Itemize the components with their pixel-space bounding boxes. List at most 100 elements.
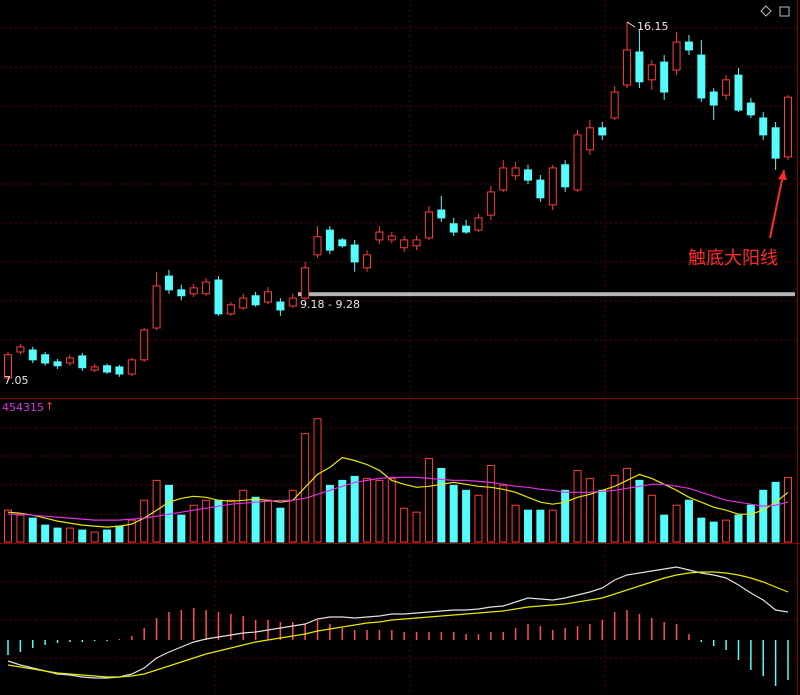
volume-bar — [264, 499, 272, 543]
candle-body — [375, 231, 384, 241]
candle-body — [65, 357, 74, 364]
window-icons — [760, 5, 790, 17]
volume-bar — [127, 519, 136, 543]
candle-body — [301, 267, 310, 299]
volume-bar — [4, 509, 12, 543]
candle-body — [4, 354, 12, 379]
volume-bar — [16, 514, 25, 543]
candle-body — [189, 287, 198, 295]
support-band — [298, 292, 795, 297]
support-band-label: 9.18 - 9.28 — [300, 298, 360, 311]
volume-bar — [387, 477, 396, 543]
candle-body — [115, 366, 124, 375]
volume-bar — [610, 474, 619, 543]
candle-body — [709, 91, 718, 106]
volume-bar — [288, 489, 297, 543]
volume-bar — [325, 484, 334, 543]
candle-body — [647, 64, 656, 81]
annotation-arrow — [769, 169, 785, 239]
candle-body — [202, 281, 211, 295]
volume-bar — [424, 458, 433, 543]
candle-body — [350, 244, 359, 263]
volume-bar — [511, 504, 520, 543]
volume-bar — [499, 484, 508, 543]
volume-bar — [313, 418, 322, 543]
candle-body — [424, 211, 433, 239]
volume-bar — [90, 531, 99, 543]
candle-body — [140, 329, 149, 361]
candle-body — [759, 117, 768, 136]
volume-bar — [53, 527, 62, 543]
volume-bar — [524, 509, 532, 543]
volume-bar — [28, 517, 37, 543]
volume-bar — [709, 521, 718, 543]
volume-bar — [449, 484, 458, 543]
candle-body — [264, 291, 272, 303]
candle-body — [684, 41, 693, 51]
volume-bar — [635, 479, 644, 543]
volume-bar — [152, 479, 161, 543]
volume-bar — [759, 489, 768, 543]
candle-body — [511, 167, 520, 177]
volume-bar — [251, 496, 260, 543]
candle-body — [610, 91, 619, 119]
candle-body — [746, 102, 755, 116]
volume-bar — [474, 494, 483, 543]
candle-body — [28, 349, 37, 361]
volume-ma-line — [7, 456, 789, 528]
candle-body — [548, 167, 557, 206]
volume-bar — [177, 514, 186, 543]
volume-bar — [400, 507, 409, 543]
icon-square[interactable] — [779, 6, 790, 17]
candle-body — [78, 355, 87, 369]
candle-body — [90, 366, 99, 371]
candle-body — [771, 127, 780, 159]
volume-bar — [462, 489, 471, 543]
volume-bar — [660, 514, 669, 543]
volume-bar — [437, 467, 446, 543]
candle-body — [214, 279, 223, 315]
candle-body — [623, 49, 632, 86]
volume-bar — [684, 499, 693, 543]
candle-body — [449, 223, 458, 233]
volume-bar — [536, 509, 545, 543]
candle-body — [660, 61, 669, 93]
volume-bar — [375, 479, 384, 543]
volume-bar — [338, 479, 347, 543]
volume-bar — [486, 464, 495, 543]
candle-body — [585, 127, 594, 151]
candle-body — [400, 239, 409, 249]
volume-bar — [746, 504, 755, 543]
volume-bar — [623, 467, 632, 543]
volume-label: 454315 — [2, 401, 44, 414]
volume-bar — [363, 477, 372, 543]
candle-body — [53, 361, 62, 367]
candle-body — [598, 127, 607, 136]
candle-body — [239, 297, 248, 309]
max-label: 16.15 — [637, 20, 669, 33]
volume-bar — [573, 469, 582, 543]
volume-label-arrow: ↑ — [45, 400, 54, 413]
annotation-text: 触底大阳线 — [688, 248, 778, 269]
volume-bar — [103, 529, 112, 543]
volume-bar — [65, 527, 74, 543]
volume-ma-line — [8, 476, 789, 521]
volume-bar — [697, 517, 706, 543]
candle-body — [363, 254, 372, 269]
volume-bar — [647, 494, 656, 543]
macd-line — [7, 571, 789, 678]
candle-body — [338, 239, 347, 247]
icon-diamond[interactable] — [760, 5, 772, 17]
min-label: 7.05 — [4, 374, 29, 387]
candle-body — [722, 79, 731, 96]
candle-body — [251, 295, 260, 306]
volume-bar — [239, 489, 248, 543]
volume-bar — [78, 529, 87, 543]
volume-bar — [412, 511, 421, 543]
candle-body — [697, 54, 706, 99]
candle-body — [486, 191, 495, 216]
